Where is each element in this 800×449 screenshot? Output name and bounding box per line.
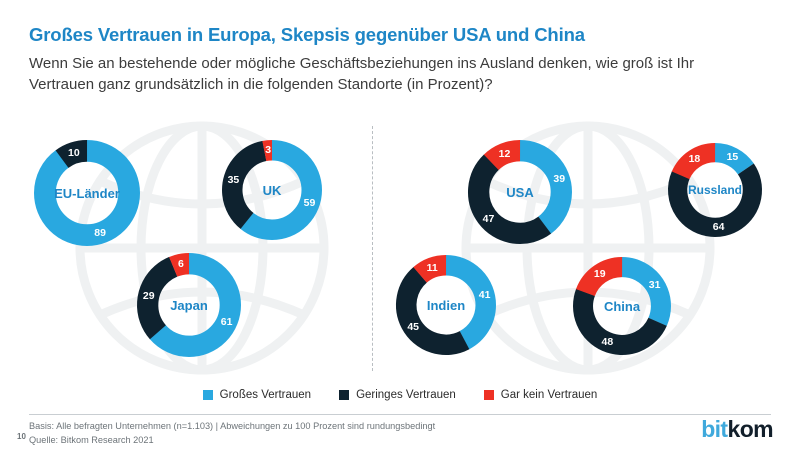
footer-divider — [29, 414, 771, 415]
donut-segment-garkein — [396, 255, 496, 355]
donut-chart-uk: UK 59 35 3 — [222, 140, 322, 240]
donut-chart-japan: Japan 61 29 6 — [136, 252, 242, 358]
legend-swatch-grosses-vertrauen — [202, 390, 213, 400]
group-divider — [372, 126, 373, 371]
donut-chart-china: China 31 48 19 — [572, 256, 672, 356]
legend-label: Geringes Vertrauen — [356, 389, 456, 401]
donut-chart-usa: USA 39 47 12 — [467, 139, 573, 245]
donut-segment-grosses — [222, 140, 322, 240]
legend-item: Großes Vertrauen — [202, 389, 312, 401]
bitkom-logo: bitkom — [701, 418, 773, 441]
legend-label: Großes Vertrauen — [219, 389, 312, 401]
legend-label: Gar kein Vertrauen — [500, 389, 598, 401]
footer-source-note: Quelle: Bitkom Research 2021 — [29, 435, 154, 446]
donut-segment-garkein — [667, 142, 763, 238]
donut-chart-russland: Russland 15 64 18 — [667, 142, 763, 238]
donut-segment-geringes — [667, 142, 763, 238]
legend-item: Gar kein Vertrauen — [483, 389, 598, 401]
logo-text-bit: bit — [701, 416, 728, 442]
footer-basis-note: Basis: Alle befragten Unternehmen (n=1.1… — [29, 421, 436, 431]
donut-segment-garkein — [222, 140, 322, 240]
page-title: Großes Vertrauen in Europa, Skepsis gege… — [29, 24, 585, 45]
header: Großes Vertrauen in Europa, Skepsis gege… — [29, 24, 769, 96]
donut-segment-geringes — [396, 255, 496, 355]
page-number: 10 — [17, 432, 26, 441]
footer: Basis: Alle befragten Unternehmen (n=1.1… — [29, 419, 435, 448]
logo-text-kom: kom — [727, 416, 774, 442]
donut-chart-indien: Indien 41 45 11 — [396, 255, 496, 355]
legend-item: Geringes Vertrauen — [339, 389, 456, 401]
donut-segment-grosses — [34, 140, 140, 246]
donut-segment-garkein — [572, 256, 672, 356]
chart-legend: Großes Vertrauen Geringes Vertrauen Gar … — [0, 389, 800, 401]
donut-segment-garkein — [136, 252, 242, 358]
page-subtitle: Wenn Sie an bestehende oder mögliche Ges… — [29, 55, 695, 94]
donut-segment-garkein — [467, 139, 573, 245]
donut-segment-geringes — [136, 252, 242, 358]
donut-chart-eu-l-nder: EU-Länder 89 10 — [34, 140, 140, 246]
legend-swatch-gar-kein-vertrauen — [483, 390, 494, 400]
donut-segment-geringes — [222, 140, 322, 240]
donut-segment-geringes — [34, 140, 140, 246]
legend-swatch-geringes-vertrauen — [339, 390, 350, 400]
